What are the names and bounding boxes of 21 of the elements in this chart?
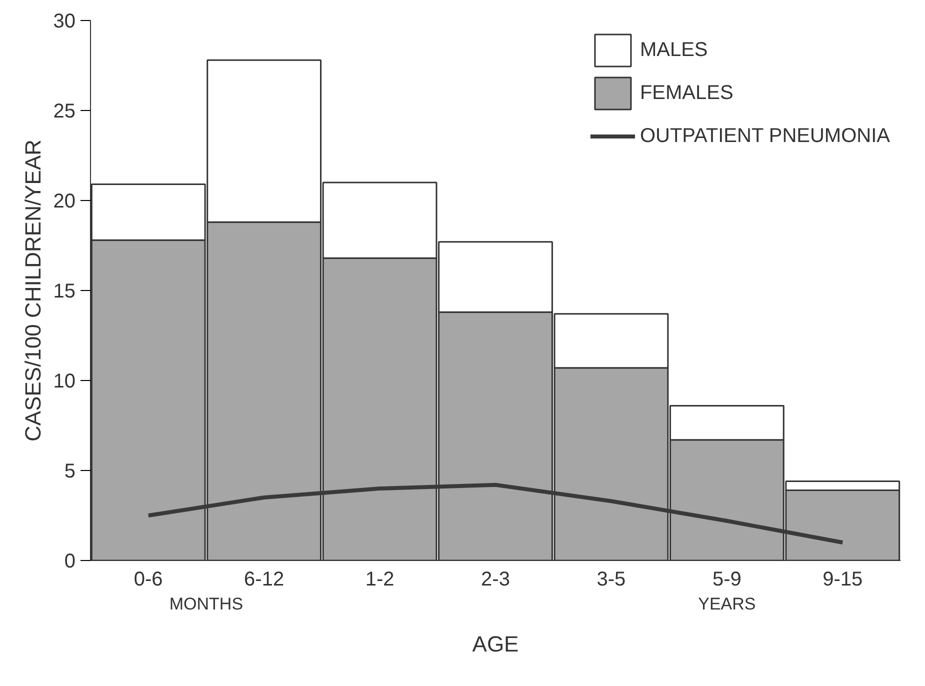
- y-tick-label: 25: [53, 100, 76, 122]
- y-axis-title: CASES/100 CHILDREN/YEAR: [20, 140, 46, 442]
- x-tick-label: 2-3: [481, 568, 510, 590]
- text: YEARS: [698, 594, 756, 614]
- legend-label: MALES: [640, 38, 708, 62]
- x-tick-label: 5-9: [712, 568, 742, 590]
- legend-label: OUTPATIENT PNEUMONIA: [640, 124, 890, 148]
- y-tick-label: 20: [53, 190, 76, 212]
- y-tick-label: 10: [53, 370, 76, 392]
- text: MONTHS: [169, 594, 244, 614]
- x-tick-label: 6-12: [244, 568, 284, 590]
- y-tick-label: 30: [53, 10, 76, 32]
- y-tick-label: 0: [64, 550, 76, 572]
- x-tick-label: 9-15: [822, 568, 863, 590]
- y-tick-label: 5: [64, 460, 76, 482]
- y-tick-label: 15: [53, 280, 76, 302]
- x-tick-label: 3-5: [596, 568, 626, 590]
- x-axis-title: AGE: [472, 632, 519, 656]
- legend-label: FEMALES: [640, 82, 734, 104]
- x-tick-label: 1-2: [365, 568, 394, 590]
- x-tick-label: 0-6: [134, 568, 163, 590]
